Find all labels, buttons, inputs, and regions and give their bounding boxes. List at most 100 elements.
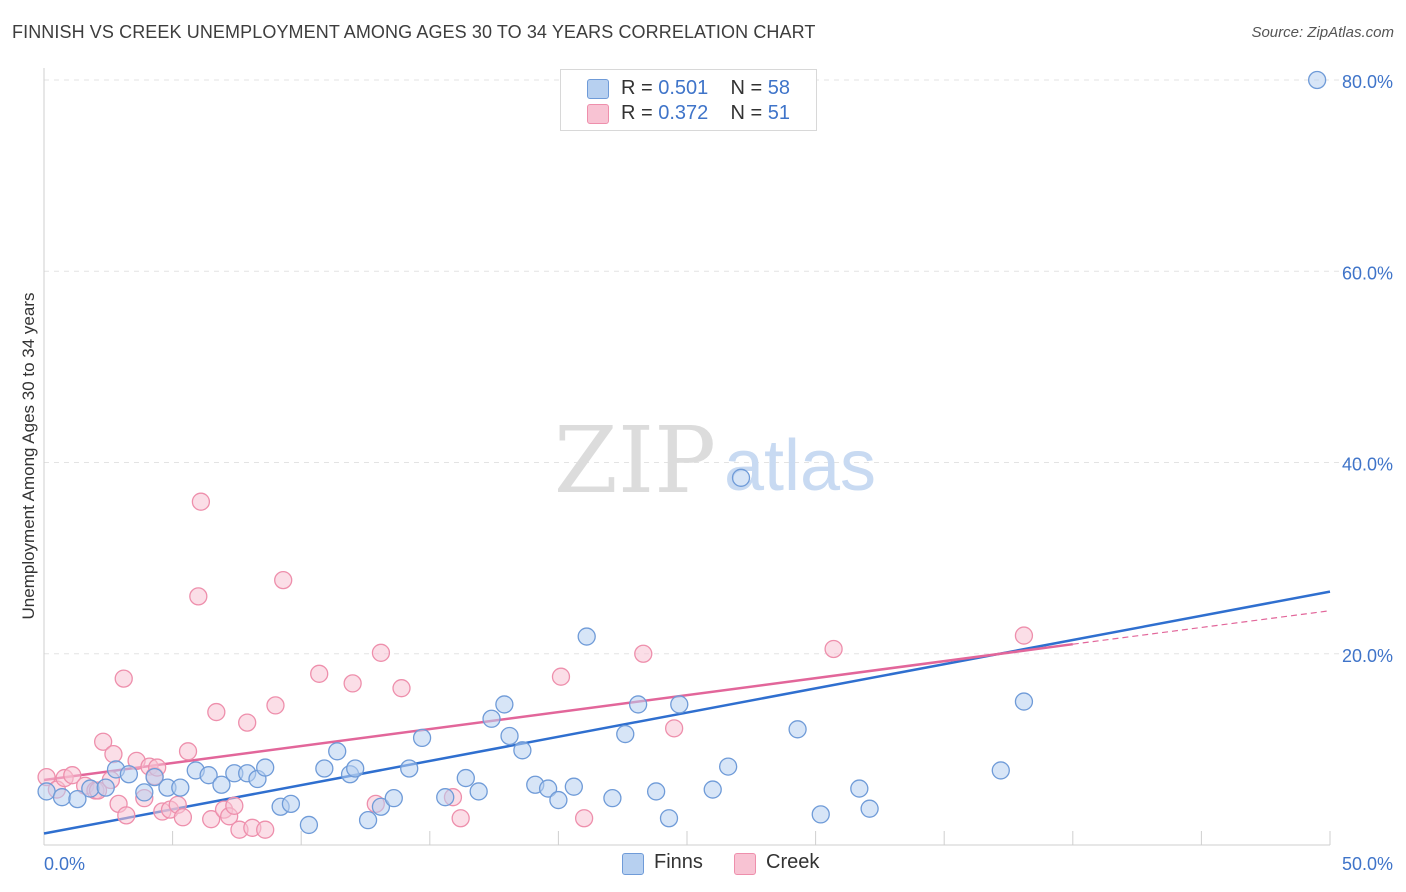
finns-point xyxy=(577,627,596,646)
finns-trendline xyxy=(43,590,1331,835)
finns-point xyxy=(500,726,519,746)
creek-point xyxy=(664,719,684,738)
finns-point xyxy=(358,810,378,830)
creek-legend-swatch xyxy=(734,853,756,875)
finns-point xyxy=(513,741,532,760)
y-tick-label: 40.0% xyxy=(1342,455,1393,475)
creek-point xyxy=(392,679,411,698)
finns-point xyxy=(400,759,419,778)
creek-point xyxy=(207,702,226,722)
finns-point xyxy=(212,775,231,794)
finns-n-label: N = xyxy=(730,77,763,99)
finns-point xyxy=(328,742,347,761)
creek-point xyxy=(451,809,470,828)
finns-point xyxy=(256,758,275,777)
finns-point xyxy=(482,709,501,728)
finns-point xyxy=(719,757,738,776)
finns-n-value: 58 xyxy=(767,77,791,99)
finns-point xyxy=(96,778,115,797)
creek-point xyxy=(114,669,133,688)
finns-point xyxy=(81,779,100,798)
finns-point xyxy=(603,788,622,808)
creek-point xyxy=(238,713,257,732)
finns-legend-swatch xyxy=(622,853,644,875)
creek-point xyxy=(202,810,221,829)
creek-point xyxy=(225,796,244,815)
stats-legend: R = 0.501 N = 58 R = 0.372 N = 51 xyxy=(560,69,817,131)
finns-point xyxy=(616,724,635,744)
creek-trendline xyxy=(43,642,1073,782)
creek-point xyxy=(173,808,193,827)
axis-layer xyxy=(43,68,1331,846)
finns-point xyxy=(788,720,807,739)
finns-point xyxy=(646,782,666,801)
finns-point xyxy=(119,765,139,784)
y-tick-label: 60.0% xyxy=(1342,263,1393,283)
finns-point xyxy=(703,780,722,799)
creek-point xyxy=(256,820,275,839)
watermark-zip: ZIP xyxy=(554,407,716,514)
x-tick-label: 50.0% xyxy=(1342,854,1393,874)
creek-point xyxy=(310,664,329,683)
finns-point xyxy=(199,766,218,785)
finns-point xyxy=(171,778,190,797)
creek-r-label: R = xyxy=(621,102,653,124)
finns-point xyxy=(538,779,558,798)
finns-point xyxy=(52,788,72,807)
creek-point xyxy=(63,766,82,785)
y-tick-label: 80.0% xyxy=(1342,72,1393,92)
points-layer xyxy=(37,70,1327,839)
creek-r-value: 0.372 xyxy=(658,102,709,124)
creek-point xyxy=(574,809,594,828)
creek-point xyxy=(266,696,285,715)
y-tick-label: 20.0% xyxy=(1342,646,1393,666)
creek-point xyxy=(191,492,211,511)
finns-point xyxy=(731,468,751,487)
creek-trendline-extension xyxy=(1072,610,1331,645)
creek-n-value: 51 xyxy=(767,102,791,124)
finns-point xyxy=(135,783,154,802)
y-axis-label: Unemployment Among Ages 30 to 34 years xyxy=(19,292,38,620)
finns-point xyxy=(991,761,1010,780)
finns-r-label: R = xyxy=(621,77,653,99)
finns-point xyxy=(670,695,689,714)
trend-layer xyxy=(43,590,1331,835)
creek-point xyxy=(104,745,123,764)
x-tick-label: 0.0% xyxy=(44,854,85,874)
finns-point xyxy=(436,788,455,807)
finns-point xyxy=(659,809,679,828)
finns-point xyxy=(564,777,583,796)
finns-point xyxy=(37,782,56,801)
finns-point xyxy=(469,782,488,801)
creek-point xyxy=(117,806,136,825)
finns-point xyxy=(281,794,301,814)
finns-point xyxy=(384,788,403,808)
finns-point xyxy=(315,759,334,778)
finns-point xyxy=(1014,692,1034,711)
finns-legend-label: Finns xyxy=(654,851,703,873)
finns-point xyxy=(346,759,365,778)
creek-point xyxy=(94,732,113,751)
tick-label-layer: 20.0% 40.0% 60.0% 80.0% 0.0% 50.0% xyxy=(44,72,1393,874)
creek-point xyxy=(824,639,843,659)
finns-point xyxy=(1307,70,1327,90)
creek-point xyxy=(178,742,198,761)
finns-swatch xyxy=(587,79,609,99)
creek-swatch xyxy=(587,104,609,124)
creek-point xyxy=(1014,626,1034,645)
creek-point xyxy=(634,644,653,663)
finns-point xyxy=(850,779,869,798)
finns-point xyxy=(456,768,475,788)
finns-point xyxy=(145,767,164,787)
chart-title: FINNISH VS CREEK UNEMPLOYMENT AMONG AGES… xyxy=(12,22,816,42)
creek-point xyxy=(371,643,391,662)
creek-point xyxy=(189,587,208,606)
finns-point xyxy=(811,805,830,824)
creek-n-label: N = xyxy=(730,102,763,124)
finns-point xyxy=(549,790,568,810)
finns-point xyxy=(495,695,514,714)
creek-legend-label: Creek xyxy=(766,851,820,873)
watermark-atlas: atlas xyxy=(724,426,876,506)
creek-point xyxy=(551,667,571,686)
